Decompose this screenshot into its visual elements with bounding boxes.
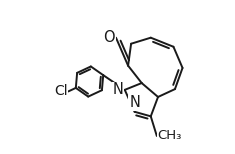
Text: Cl: Cl xyxy=(54,84,67,98)
Text: N: N xyxy=(112,82,123,97)
Text: O: O xyxy=(104,30,115,45)
Text: N: N xyxy=(129,95,140,110)
Text: CH₃: CH₃ xyxy=(158,130,182,142)
